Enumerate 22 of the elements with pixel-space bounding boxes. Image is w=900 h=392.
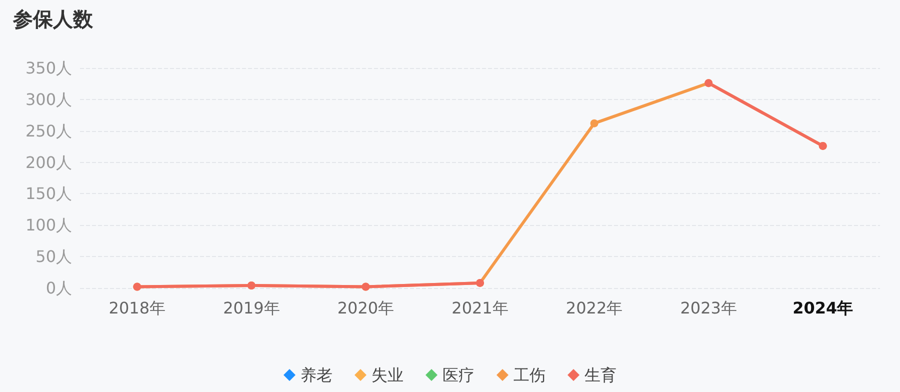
y-tick-label: 300人 <box>25 90 72 109</box>
legend-label: 失业 <box>372 366 404 384</box>
x-tick-label: 2019年 <box>223 298 280 318</box>
legend-label: 工伤 <box>514 366 546 384</box>
x-tick-label: 2020年 <box>337 298 394 318</box>
legend-label: 养老 <box>300 366 332 384</box>
point <box>590 119 598 128</box>
legend-label: 医疗 <box>442 366 474 384</box>
y-tick-label: 0人 <box>46 278 72 298</box>
x-tick-label: 2022年 <box>566 298 623 318</box>
y-tick-label: 350人 <box>25 58 72 78</box>
y-tick-label: 150人 <box>25 184 72 204</box>
chart-title: 参保人数 <box>12 7 94 31</box>
x-tick-label: 2021年 <box>452 298 508 318</box>
y-tick-label: 50人 <box>36 247 72 266</box>
y-tick-label: 200人 <box>25 152 72 172</box>
y-tick-label: 100人 <box>25 216 72 235</box>
legend-label: 生育 <box>584 366 616 384</box>
x-tick-label: 2024年 <box>792 298 854 318</box>
y-tick-label: 250人 <box>25 121 72 140</box>
x-tick-label: 2023年 <box>680 298 737 318</box>
x-tick-label: 2018年 <box>108 298 166 318</box>
